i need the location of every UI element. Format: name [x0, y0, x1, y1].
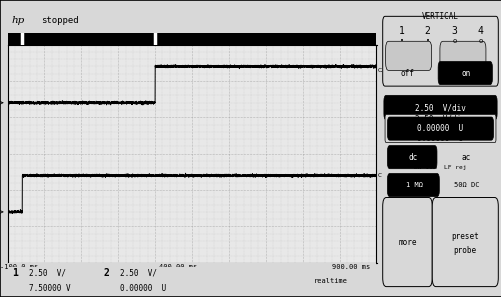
Text: o: o — [451, 38, 456, 44]
Text: •: • — [399, 38, 403, 44]
Text: 2: 2 — [424, 26, 430, 36]
Text: 0.00000  U: 0.00000 U — [416, 124, 463, 133]
Text: 2: 2 — [103, 268, 109, 278]
Text: BW 11m  LF rej: BW 11m LF rej — [413, 165, 466, 170]
FancyBboxPatch shape — [431, 198, 497, 287]
Text: -100.0 ms: -100.0 ms — [0, 264, 38, 270]
Text: 2.50  V/: 2.50 V/ — [120, 268, 157, 278]
Text: 2.50  V/div: 2.50 V/div — [414, 114, 465, 123]
Text: hp: hp — [11, 16, 25, 25]
FancyBboxPatch shape — [385, 41, 431, 70]
FancyBboxPatch shape — [384, 114, 495, 143]
Text: 1: 1 — [398, 26, 404, 36]
FancyBboxPatch shape — [439, 41, 485, 70]
Text: 3: 3 — [451, 26, 457, 36]
FancyBboxPatch shape — [387, 173, 438, 197]
Text: off: off — [400, 69, 414, 78]
Text: preset: preset — [450, 232, 478, 241]
Text: position: position — [398, 117, 432, 123]
FancyBboxPatch shape — [387, 146, 436, 169]
Text: 0.00000  U: 0.00000 U — [416, 135, 463, 143]
Text: 1: 1 — [13, 268, 18, 278]
Text: 0.00000  U: 0.00000 U — [120, 284, 166, 293]
Text: 2.50  V/: 2.50 V/ — [29, 268, 66, 278]
Text: dc: dc — [408, 153, 417, 162]
Text: more: more — [397, 238, 416, 247]
Text: C1: C1 — [376, 173, 384, 178]
Text: probe: probe — [453, 247, 476, 255]
Text: 400.00 ms: 400.00 ms — [158, 264, 197, 270]
FancyBboxPatch shape — [387, 117, 492, 140]
Text: stopped: stopped — [41, 16, 78, 25]
Text: 900.00 ms: 900.00 ms — [332, 264, 370, 270]
Text: 1 MΩ: 1 MΩ — [405, 182, 422, 188]
Text: o: o — [477, 38, 482, 44]
Text: 7.50000 V: 7.50000 V — [29, 284, 71, 293]
Text: 2.50  V/div: 2.50 V/div — [414, 103, 465, 112]
Text: 4: 4 — [477, 26, 482, 36]
Text: 50Ω DC: 50Ω DC — [453, 182, 478, 188]
Text: realtime: realtime — [313, 278, 347, 284]
Text: •: • — [425, 38, 429, 44]
FancyBboxPatch shape — [382, 16, 497, 86]
Text: ac: ac — [461, 153, 470, 162]
Text: 100   ms/div: 100 ms/div — [144, 278, 195, 284]
FancyBboxPatch shape — [437, 61, 491, 85]
FancyBboxPatch shape — [383, 95, 496, 120]
FancyBboxPatch shape — [382, 198, 431, 287]
Text: on: on — [461, 69, 470, 78]
Text: C2: C2 — [376, 68, 384, 73]
Text: VERTICAL: VERTICAL — [421, 12, 458, 21]
